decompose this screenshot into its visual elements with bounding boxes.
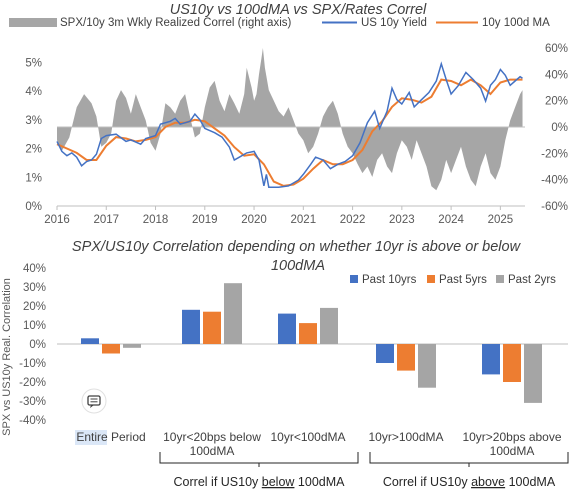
y-right-tick: -40% [541,175,568,187]
bar [182,309,200,344]
bottom-y-tick: 10% [23,320,46,332]
bottom-chart: SPX/US10y Correlation depending on wheth… [1,239,569,489]
bottom-chart-title: SPX/US10y Correlation depending on wheth… [72,239,524,274]
x-tick-label: 2024 [438,214,464,226]
x-tick-label: 2020 [241,214,267,226]
y-left-tick: 1% [25,172,42,184]
bracket-label-above: Correl if US10y above 100dMA [383,475,556,489]
legend-label-ma: 10y 100d MA [482,17,550,29]
x-tick-label: 2023 [389,214,415,226]
bottom-y-tick: -10% [19,358,46,370]
y-left-tick: 3% [25,115,42,127]
comment-icon[interactable] [81,388,107,414]
legend-swatch-past-10yrs [350,275,358,283]
x-tick-label: 2018 [143,214,169,226]
x-tick-label: 2021 [291,214,317,226]
bar [123,344,141,348]
y-left-tick: 0% [25,201,42,213]
y-right-tick: -60% [541,201,568,213]
bottom-y-axis-label: SPX vs US10y Real. Correlation [1,278,13,436]
bottom-y-tick: 0% [29,339,46,351]
category-label: 10yr<100dMA [270,430,345,444]
x-tick-label: 2016 [44,214,70,226]
bar [524,344,542,403]
bar [299,323,317,344]
bar [81,338,99,344]
category-label: 10yr>20bps above 100dMA [462,430,561,458]
x-tick-label: 2022 [340,214,366,226]
y-right-tick: 60% [545,43,568,55]
bracket-above: Correl if US10y above 100dMA [369,452,569,489]
bottom-x-axis: Entire Period 10yr<20bps below 100dMA 10yr<… [75,430,562,458]
legend-label-past-10yrs: Past 10yrs [362,274,417,286]
bottom-legend: Past 10yrs Past 5yrs Past 2yrs [350,274,556,286]
top-y-left-axis: 0% 1% 2% 3% 4% 5% [25,57,42,213]
top-x-axis: 2016 2017 2018 2019 2020 2021 2022 2023 2024 2025 [44,205,525,226]
legend-label-past-5yrs: Past 5yrs [439,274,487,286]
bar [278,313,296,344]
bracket-label-below: Correl if US10y below 100dMA [174,475,346,489]
y-right-tick: 40% [545,69,568,81]
category-label: Entire Period [76,430,145,444]
y-right-tick: -20% [541,148,568,160]
bracket-below: Correl if US10y below 100dMA [159,452,359,489]
top-chart-title: US10y vs 100dMA vs SPX/Rates Correl [170,2,427,18]
bar [203,311,221,344]
top-legend: SPX/10y 3m Wkly Realized Correl (right a… [9,17,550,29]
bottom-y-tick: 20% [23,301,46,313]
bar [320,307,338,344]
bottom-y-tick: -40% [19,415,46,427]
series-area-correl [57,48,523,191]
y-left-tick: 4% [25,86,42,98]
y-left-tick: 5% [25,57,42,69]
y-left-tick: 2% [25,144,42,156]
legend-label-yield: US 10y Yield [361,17,427,29]
top-chart: US10y vs 100dMA vs SPX/Rates Correl SPX/… [9,2,568,226]
x-tick-label: 2025 [488,214,514,226]
x-tick-label: 2019 [192,214,218,226]
bottom-y-tick: 30% [23,282,46,294]
category-label: 10yr<20bps below 100dMA [163,430,261,458]
bar [102,344,120,354]
bottom-y-tick: -20% [19,377,46,389]
bottom-y-axis: 40% 30% 20% 10% 0% -10% -20% -30% -40% [19,263,46,427]
series-line-us10y-yield [56,61,523,189]
legend-swatch-past-5yrs [427,275,435,283]
bar [418,344,436,388]
bottom-y-tick: -30% [19,396,46,408]
bar [397,344,415,371]
legend-swatch-correl [9,18,57,27]
bottom-bars [81,283,542,403]
legend-swatch-past-2yrs [496,275,504,283]
top-y-right-axis: -60% -40% -20% 0% 20% 40% 60% [541,43,568,213]
y-right-tick: 20% [545,96,568,108]
y-right-tick: 0% [551,122,568,134]
selection-highlight [75,430,107,445]
bar [482,344,500,375]
legend-label-correl: SPX/10y 3m Wkly Realized Correl (right a… [60,17,292,29]
bar [376,344,394,363]
bar [224,283,242,344]
x-tick-label: 2017 [93,214,119,226]
bottom-title-line-1: SPX/US10y Correlation depending on wheth… [72,239,522,255]
category-label: 10yr>100dMA [368,430,443,444]
legend-label-past-2yrs: Past 2yrs [508,274,556,286]
bar [503,344,521,382]
bottom-title-line-2: 100dMA [271,258,325,274]
bottom-y-tick: 40% [23,263,46,275]
